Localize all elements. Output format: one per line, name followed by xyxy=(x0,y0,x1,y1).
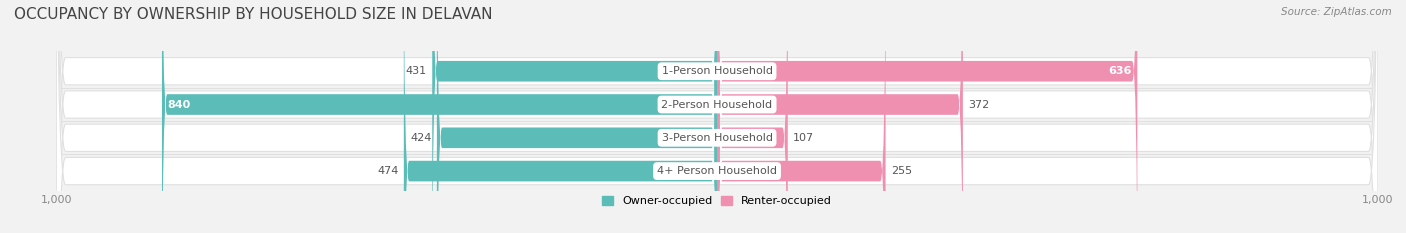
FancyBboxPatch shape xyxy=(717,0,1137,233)
Text: 2-Person Household: 2-Person Household xyxy=(661,99,773,110)
Text: 474: 474 xyxy=(377,166,398,176)
Text: 636: 636 xyxy=(1109,66,1132,76)
Text: 107: 107 xyxy=(793,133,814,143)
FancyBboxPatch shape xyxy=(432,0,717,233)
FancyBboxPatch shape xyxy=(56,0,1378,233)
FancyBboxPatch shape xyxy=(56,0,1378,233)
FancyBboxPatch shape xyxy=(56,0,1378,233)
Text: Source: ZipAtlas.com: Source: ZipAtlas.com xyxy=(1281,7,1392,17)
Text: 1-Person Household: 1-Person Household xyxy=(662,66,772,76)
FancyBboxPatch shape xyxy=(717,0,787,233)
Text: 255: 255 xyxy=(891,166,912,176)
Legend: Owner-occupied, Renter-occupied: Owner-occupied, Renter-occupied xyxy=(598,191,837,211)
Text: 372: 372 xyxy=(969,99,990,110)
FancyBboxPatch shape xyxy=(162,0,717,233)
FancyBboxPatch shape xyxy=(437,0,717,233)
Text: OCCUPANCY BY OWNERSHIP BY HOUSEHOLD SIZE IN DELAVAN: OCCUPANCY BY OWNERSHIP BY HOUSEHOLD SIZE… xyxy=(14,7,492,22)
Text: 3-Person Household: 3-Person Household xyxy=(662,133,772,143)
Text: 4+ Person Household: 4+ Person Household xyxy=(657,166,778,176)
FancyBboxPatch shape xyxy=(717,0,963,233)
Text: 424: 424 xyxy=(411,133,432,143)
Text: 431: 431 xyxy=(406,66,427,76)
FancyBboxPatch shape xyxy=(56,0,1378,233)
FancyBboxPatch shape xyxy=(404,0,717,233)
FancyBboxPatch shape xyxy=(717,0,886,233)
Text: 840: 840 xyxy=(167,99,190,110)
